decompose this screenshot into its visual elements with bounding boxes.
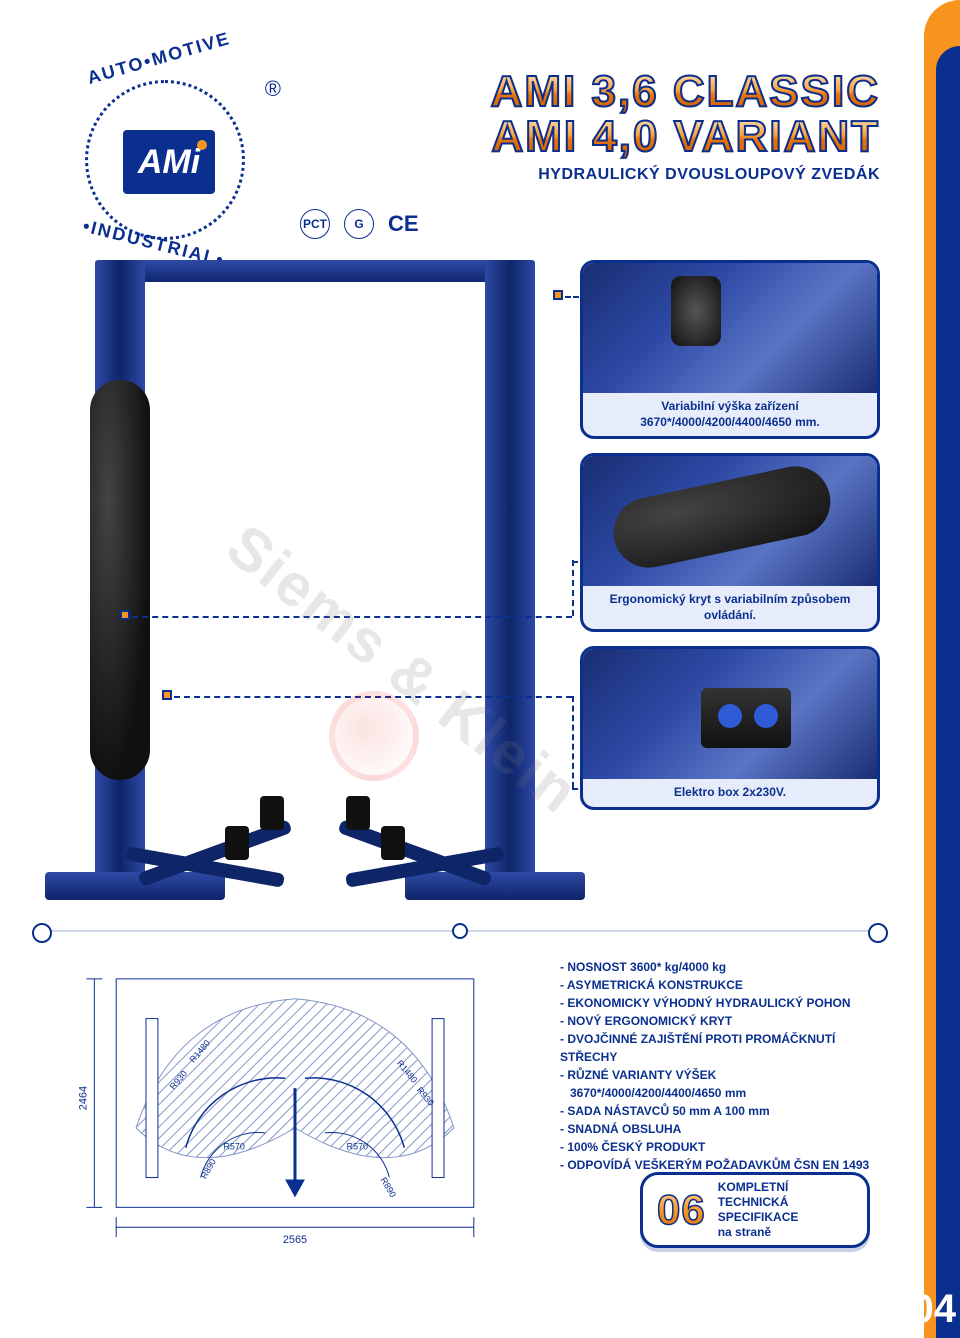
section-divider <box>40 930 880 932</box>
spec-item: SNADNÁ OBSLUHA <box>560 1120 870 1138</box>
title-line-2: AMI 4,0 VARIANT <box>491 115 880 160</box>
lift-pad <box>225 826 249 860</box>
svg-text:R570: R570 <box>223 1142 244 1152</box>
g-cert-icon: G <box>344 209 374 239</box>
lift-pad <box>381 826 405 860</box>
detail-panel-cover: Ergonomický kryt s variabilním způsobem … <box>580 453 880 632</box>
logo-arc-top: AUTO•MOTIVE <box>85 28 233 89</box>
lift-base-right <box>405 872 585 900</box>
page-number: 04 <box>912 1287 957 1332</box>
lift-post-right <box>485 260 535 880</box>
svg-text:R890: R890 <box>379 1176 398 1200</box>
subtitle: HYDRAULICKÝ DVOUSLOUPOVÝ ZVEDÁK <box>491 166 880 184</box>
page-ref-text: KOMPLETNÍ TECHNICKÁ SPECIFIKACE na stran… <box>718 1180 799 1240</box>
page-ref-number: 06 <box>657 1186 706 1234</box>
lift-pad <box>346 796 370 830</box>
caption-line: 3670*/4000/4200/4400/4650 mm. <box>640 415 820 429</box>
lift-pad <box>260 796 284 830</box>
callout-marker-icon <box>120 610 130 620</box>
caption-line: Elektro box 2x230V. <box>674 785 786 799</box>
spec-item: NOSNOST 3600* kg/4000 kg <box>560 958 870 976</box>
callout-connector <box>572 560 574 616</box>
title-line-1: AMI 3,6 CLASSIC <box>491 70 880 115</box>
title-block: AMI 3,6 CLASSIC AMI 4,0 VARIANT HYDRAULI… <box>491 70 880 184</box>
callout-connector <box>132 616 572 618</box>
spec-item: NOVÝ ERGONOMICKÝ KRYT <box>560 1012 870 1030</box>
detail-image <box>583 649 877 779</box>
certifications-row: PCT G CE <box>300 209 419 239</box>
callout-marker-icon <box>553 290 563 300</box>
lift-illustration <box>55 260 575 900</box>
detail-image <box>583 456 877 586</box>
detail-caption: Variabilní výška zařízení 3670*/4000/420… <box>583 393 877 436</box>
side-blue <box>936 46 960 1338</box>
detail-panel-elektro: Elektro box 2x230V. <box>580 646 880 810</box>
page-reference-badge: 06 KOMPLETNÍ TECHNICKÁ SPECIFIKACE na st… <box>640 1172 870 1248</box>
svg-text:R890: R890 <box>199 1157 218 1181</box>
spec-item: RŮZNÉ VARIANTY VÝŠEK <box>560 1066 870 1084</box>
dim-width: 2565 <box>283 1234 307 1246</box>
lift-base-left <box>45 872 225 900</box>
spec-item: ASYMETRICKÁ KONSTRUKCE <box>560 976 870 994</box>
lift-control-cover <box>90 380 150 780</box>
spec-item: SADA NÁSTAVCŮ 50 mm A 100 mm <box>560 1102 870 1120</box>
svg-text:R570: R570 <box>347 1142 368 1152</box>
tech-diagram: 2565 2464 R1480 R930 R570 R890 R1480 R93… <box>55 958 535 1258</box>
spec-item: EKONOMICKY VÝHODNÝ HYDRAULICKÝ POHON <box>560 994 870 1012</box>
page-side-bar: 04 <box>890 0 960 1338</box>
spec-item: DVOJČINNÉ ZAJIŠTĚNÍ PROTI PROMÁČKNUTÍ ST… <box>560 1030 870 1066</box>
ce-mark-icon: CE <box>388 211 419 237</box>
callout-connector <box>572 696 574 788</box>
svg-text:2464: 2464 <box>77 1086 89 1110</box>
brand-logo: AUTO•MOTIVE •INDUSTRIAL• AMi ® <box>55 50 275 270</box>
detail-image <box>583 263 877 393</box>
detail-panels: Variabilní výška zařízení 3670*/4000/420… <box>580 260 880 810</box>
detail-caption: Ergonomický kryt s variabilním způsobem … <box>583 586 877 629</box>
pct-cert-icon: PCT <box>300 209 330 239</box>
caption-line: ovládání. <box>704 608 756 622</box>
caption-line: Ergonomický kryt s variabilním způsobem <box>610 592 851 606</box>
callout-connector <box>174 696 572 698</box>
detail-panel-height: Variabilní výška zařízení 3670*/4000/420… <box>580 260 880 439</box>
lift-crossbar <box>95 260 535 282</box>
caption-line: Variabilní výška zařízení <box>661 399 798 413</box>
registered-icon: ® <box>265 76 281 102</box>
logo-mark: AMi <box>123 130 215 194</box>
spec-item-sub: 3670*/4000/4200/4400/4650 mm <box>560 1084 870 1102</box>
detail-caption: Elektro box 2x230V. <box>583 779 877 807</box>
callout-marker-icon <box>162 690 172 700</box>
divider-dot-icon <box>452 923 468 939</box>
spec-item: 100% ČESKÝ PRODUKT <box>560 1138 870 1156</box>
spec-list: NOSNOST 3600* kg/4000 kg ASYMETRICKÁ KON… <box>560 958 870 1174</box>
